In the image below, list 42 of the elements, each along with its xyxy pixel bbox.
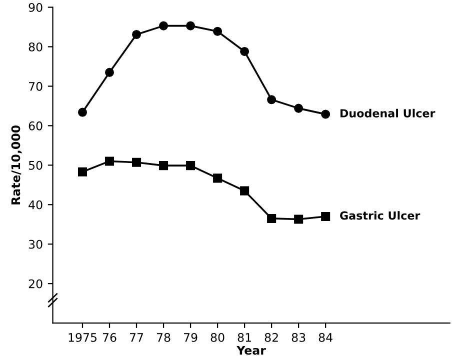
y-tick-label: 70 (29, 82, 42, 91)
point (186, 21, 196, 30)
y-tick-label: 60 (28, 121, 42, 130)
x-tick-label: 81 (238, 333, 251, 342)
point (240, 186, 250, 196)
y-tick-label: 90 (28, 2, 42, 12)
x-tick-label: 77 (130, 333, 144, 342)
point (78, 108, 88, 117)
point (294, 104, 304, 113)
x-tick-label: 79 (184, 333, 198, 342)
x-tick-label: 78 (156, 333, 170, 342)
y-axis-title: Rate/10,000 (11, 125, 22, 204)
point (186, 161, 196, 170)
point (267, 95, 276, 104)
point (321, 110, 330, 119)
series-label: Gastric Ulcer (340, 211, 420, 220)
point (104, 68, 114, 77)
y-tick-label: 40 (28, 200, 42, 210)
x-tick-label: 84 (318, 333, 332, 342)
point (294, 214, 304, 224)
point (213, 174, 222, 183)
point (78, 167, 88, 176)
x-tick-label: 80 (210, 333, 224, 342)
x-tick-label: 83 (292, 333, 306, 342)
x-tick-label: 82 (264, 333, 278, 342)
point (240, 46, 250, 56)
x-axis-title: Year (236, 346, 266, 355)
point (159, 161, 168, 170)
point (132, 158, 142, 167)
point (321, 212, 330, 221)
y-tick-label: 50 (28, 160, 42, 170)
point (104, 156, 114, 166)
y-tick-label: 20 (28, 279, 42, 288)
point (213, 26, 222, 36)
series-label: Duodenal Ulcer (340, 108, 436, 118)
x-tick-label: 76 (102, 333, 116, 342)
x-tick-label: 1975 (68, 333, 96, 342)
point (267, 214, 276, 223)
point (159, 21, 168, 30)
point (132, 30, 142, 40)
y-tick-label: 80 (28, 42, 42, 52)
y-tick-label: 30 (28, 240, 42, 249)
